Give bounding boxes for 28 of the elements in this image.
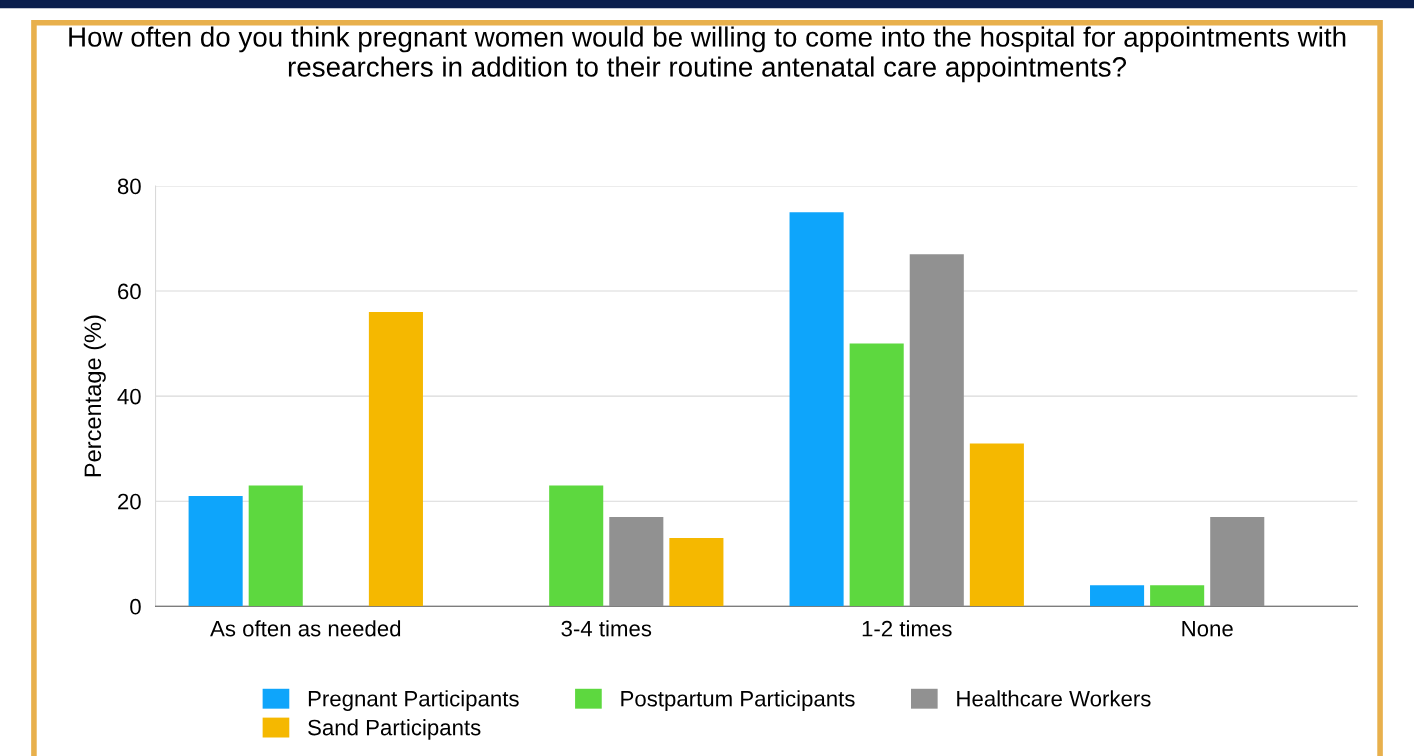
x-tick-label: None xyxy=(1182,621,1233,637)
bar xyxy=(909,254,964,607)
x-tick-label: 3-4 times xyxy=(561,620,652,637)
bar xyxy=(188,495,243,607)
bar xyxy=(609,516,664,607)
bar xyxy=(368,312,423,607)
bar xyxy=(1210,516,1265,607)
bar xyxy=(969,443,1024,607)
bar xyxy=(789,212,844,607)
y-tick-label: 20 xyxy=(118,493,141,510)
bar xyxy=(1150,585,1205,607)
bar xyxy=(1090,585,1145,607)
legend-label: Pregnant Participants xyxy=(308,690,519,711)
bar xyxy=(849,343,904,607)
legend-label: Postpartum Participants xyxy=(621,690,855,711)
y-tick-label: 0 xyxy=(130,598,141,615)
y-tick-label: 80 xyxy=(117,178,141,195)
y-tick-label: 40 xyxy=(117,388,141,405)
legend-label: Sand Participants xyxy=(308,719,481,740)
y-axis-title: Percentage (%) xyxy=(83,315,106,477)
legend-label: Healthcare Workers xyxy=(957,690,1151,707)
bar xyxy=(248,485,303,607)
y-tick-label: 60 xyxy=(118,283,141,300)
x-tick-label: 1-2 times xyxy=(862,620,952,637)
chart-title: How often do you think pregnant women would be willing to come into the hospital for appointments with researchers in addition to their routine antenatal care appointments? xyxy=(69,26,1346,83)
bar xyxy=(549,485,604,607)
x-tick-label: As often as needed xyxy=(210,620,401,637)
bar xyxy=(669,538,724,607)
